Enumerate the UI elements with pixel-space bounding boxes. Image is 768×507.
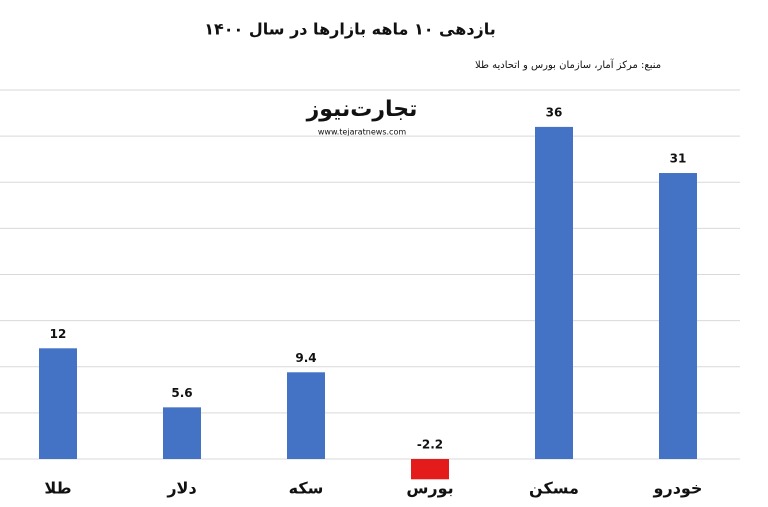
- data-label: 36: [546, 105, 563, 119]
- bar: [659, 173, 697, 459]
- bar: [163, 407, 201, 459]
- bar: [411, 459, 449, 480]
- chart-subtitle: منبع: مرکز آمار، سازمان بورس و اتحادیه ط…: [475, 58, 661, 71]
- x-tick-label: مسکن: [529, 479, 579, 498]
- x-tick-label: سکه: [289, 479, 324, 498]
- data-label: 9.4: [295, 351, 316, 365]
- data-label: 12: [50, 327, 67, 341]
- chart-title: بازدهی ۱۰ ماهه بازارها در سال ۱۴۰۰: [204, 20, 496, 39]
- x-tick-label: طلا: [44, 479, 71, 498]
- x-tick-label: دلار: [166, 479, 196, 498]
- logo-url: www.tejaratnews.com: [318, 128, 406, 137]
- x-tick-label: خودرو: [653, 479, 703, 498]
- bar: [535, 126, 573, 460]
- data-label: -2.2: [417, 438, 443, 452]
- bar: [287, 372, 325, 459]
- data-label: 5.6: [171, 386, 192, 400]
- logo: تجارت‌نیوز: [306, 97, 418, 122]
- bar: [39, 348, 77, 459]
- x-tick-label: بورس: [406, 479, 453, 498]
- data-label: 31: [670, 152, 687, 166]
